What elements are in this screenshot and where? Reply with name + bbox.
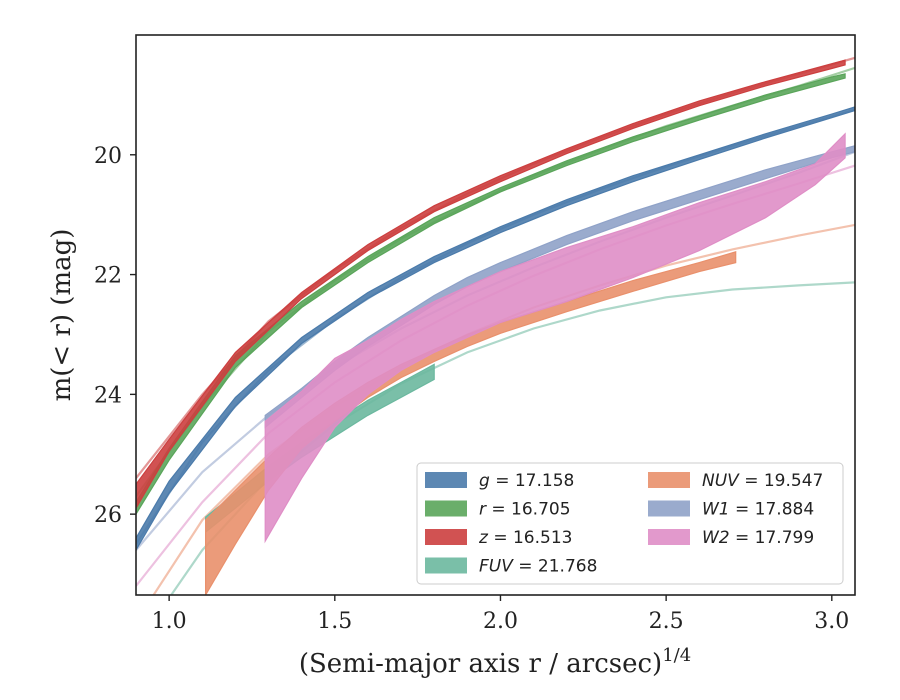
- x-tick-label: 3.0: [814, 609, 849, 634]
- x-tick-label: 2.0: [483, 609, 518, 634]
- y-tick-label: 22: [94, 264, 122, 289]
- legend-swatch-w1: [648, 500, 690, 517]
- band-z: [136, 59, 846, 510]
- legend-value-z: = 16.513: [488, 528, 573, 548]
- x-axis-label: (Semi-major axis r / arcsec)1/4: [299, 645, 691, 679]
- legend-value-fuv: = 21.768: [513, 557, 598, 577]
- plot-frame: [135, 34, 856, 596]
- legend-swatch-w2: [648, 529, 690, 545]
- legend-value-g: = 17.158: [490, 471, 575, 491]
- band-w2: [264, 132, 846, 544]
- x-tick-label: 2.5: [649, 609, 684, 634]
- legend-symbol-z: z: [478, 528, 489, 548]
- legend-frame: [416, 462, 844, 585]
- band-r: [136, 73, 846, 516]
- legend-symbol-g: g: [479, 471, 490, 491]
- y-tick-label: 24: [94, 383, 122, 408]
- legend-value-r: = 16.705: [486, 500, 571, 520]
- legend-label-w1: W1 = 17.884: [702, 500, 814, 520]
- x-axis-label-exponent: 1/4: [662, 645, 691, 666]
- legend-value-w1: = 17.884: [730, 500, 815, 520]
- legend-symbol-nuv: NUV: [702, 471, 740, 491]
- legend-symbol-fuv: FUV: [479, 557, 514, 577]
- legend-swatch-r: [425, 500, 467, 517]
- legend-swatch-nuv: [648, 472, 690, 488]
- legend-label-fuv: FUV = 21.768: [479, 557, 597, 577]
- legend-symbol-w2: W2: [702, 528, 730, 548]
- y-tick-label: 26: [94, 503, 122, 528]
- data-bands: [136, 59, 855, 595]
- y-axis-label: m(< r) (mag): [47, 229, 77, 402]
- legend-symbol-w1: W1: [702, 500, 730, 520]
- x-tick-label: 1.5: [317, 609, 352, 634]
- y-axis: 20 22 24 26: [94, 144, 136, 528]
- legend-label-z: z = 16.513: [478, 528, 572, 548]
- legend-value-nuv: = 19.547: [739, 471, 824, 491]
- legend-label-r: r = 16.705: [479, 500, 571, 520]
- legend-swatch-z: [425, 529, 467, 545]
- legend-label-g: g = 17.158: [479, 471, 574, 491]
- x-tick-label: 1.0: [152, 609, 187, 634]
- x-axis-label-text: (Semi-major axis r / arcsec): [299, 649, 662, 679]
- legend-label-w2: W2 = 17.799: [702, 528, 814, 548]
- legend-swatch-fuv: [425, 557, 467, 574]
- legend-label-nuv: NUV = 19.547: [702, 471, 823, 491]
- x-axis: 1.0 1.5 2.0 2.5 3.0: [152, 595, 849, 634]
- legend-value-w2: = 17.799: [730, 528, 815, 548]
- band-g: [136, 106, 855, 552]
- y-tick-label: 20: [94, 144, 122, 169]
- legend-swatch-g: [425, 472, 467, 488]
- legend-symbol-r: r: [479, 500, 487, 520]
